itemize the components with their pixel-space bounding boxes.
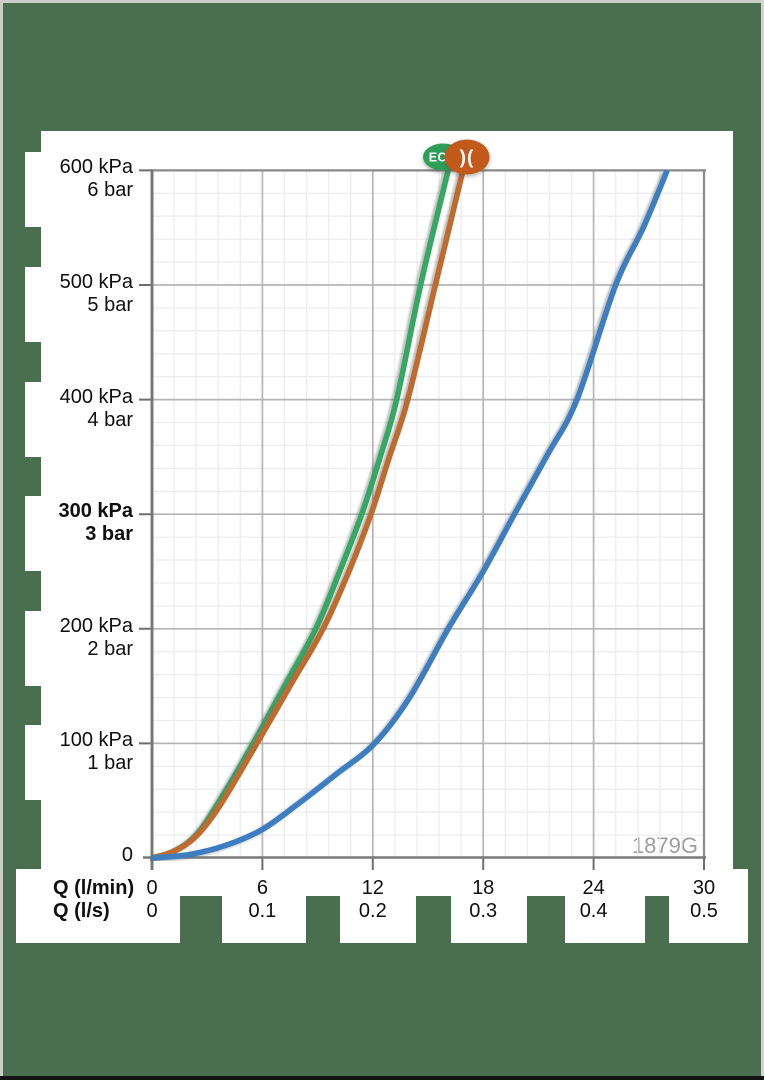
curve-flow-restricted (151, 169, 466, 861)
x-tick-ls-0.3: 0.3 (469, 900, 498, 922)
y-tick-400-bar: 4 bar (87, 408, 133, 431)
x-tick-ls-0.5: 0.5 (690, 900, 718, 922)
y-tick-500-bar: 5 bar (87, 294, 133, 316)
y-tick-400-kpa: 400 kPa (59, 385, 133, 408)
flow-restrictor-badge-icon (444, 139, 490, 175)
y-tab-200 (25, 610, 47, 686)
y-tab-100 (25, 725, 47, 801)
x-tick-lmin-0: 0 (146, 877, 158, 899)
model-code-watermark: 1879G (632, 833, 698, 858)
x-tick-ls-0: 0 (146, 900, 158, 922)
x-tab-1 (222, 896, 306, 943)
y-tick-0: 0 (121, 844, 133, 866)
screenshot-border-bottom (0, 1076, 764, 1080)
x-tick-lmin-30: 30 (692, 877, 716, 899)
y-tab-300 (25, 496, 47, 572)
y-tick-500-kpa: 500 kPa (59, 271, 133, 293)
x-axis-unit-ls: Q (l/s) (53, 900, 110, 922)
y-tick-300-bar: 3 bar (85, 523, 133, 546)
y-tab-500 (25, 267, 47, 342)
x-tab-4 (565, 896, 645, 943)
x-tick-ls-0.4: 0.4 (579, 900, 608, 922)
y-tick-100-kpa: 100 kPa (59, 729, 133, 752)
x-tab-0 (16, 896, 180, 943)
flow-restrictor-badge-label: )( (460, 148, 475, 169)
x-axis-plate (16, 869, 748, 896)
y-tick-600-kpa: 600 kPa (59, 156, 133, 179)
chart-plate (41, 131, 733, 869)
x-tab-2 (340, 896, 416, 943)
curve-standard (151, 169, 670, 861)
x-tick-ls-0.2: 0.2 (358, 900, 387, 922)
screenshot-border-left (0, 0, 3, 1080)
y-tab-400 (25, 381, 47, 457)
axis-ticks (139, 169, 705, 870)
y-tick-100-bar: 1 bar (87, 752, 133, 775)
x-tab-5 (669, 896, 748, 943)
y-tab-600 (25, 152, 47, 228)
flow-restrictor-badge: )( (444, 139, 490, 175)
x-tick-ls-0.1: 0.1 (248, 900, 277, 922)
y-tick-200-kpa: 200 kPa (59, 614, 133, 637)
x-tick-lmin-18: 18 (472, 877, 495, 899)
x-tick-lmin-12: 12 (361, 877, 384, 899)
x-axis-unit-lmin: Q (l/min) (53, 877, 135, 899)
y-tick-200-bar: 2 bar (87, 637, 133, 660)
screenshot-border-top (0, 0, 764, 3)
y-tick-600-bar: 6 bar (87, 179, 133, 202)
x-tab-3 (451, 896, 527, 943)
y-tick-300-kpa: 300 kPa (58, 500, 133, 523)
screenshot-border-right (761, 0, 764, 1080)
x-tick-lmin-24: 24 (582, 877, 605, 899)
x-tick-lmin-6: 6 (256, 877, 268, 899)
